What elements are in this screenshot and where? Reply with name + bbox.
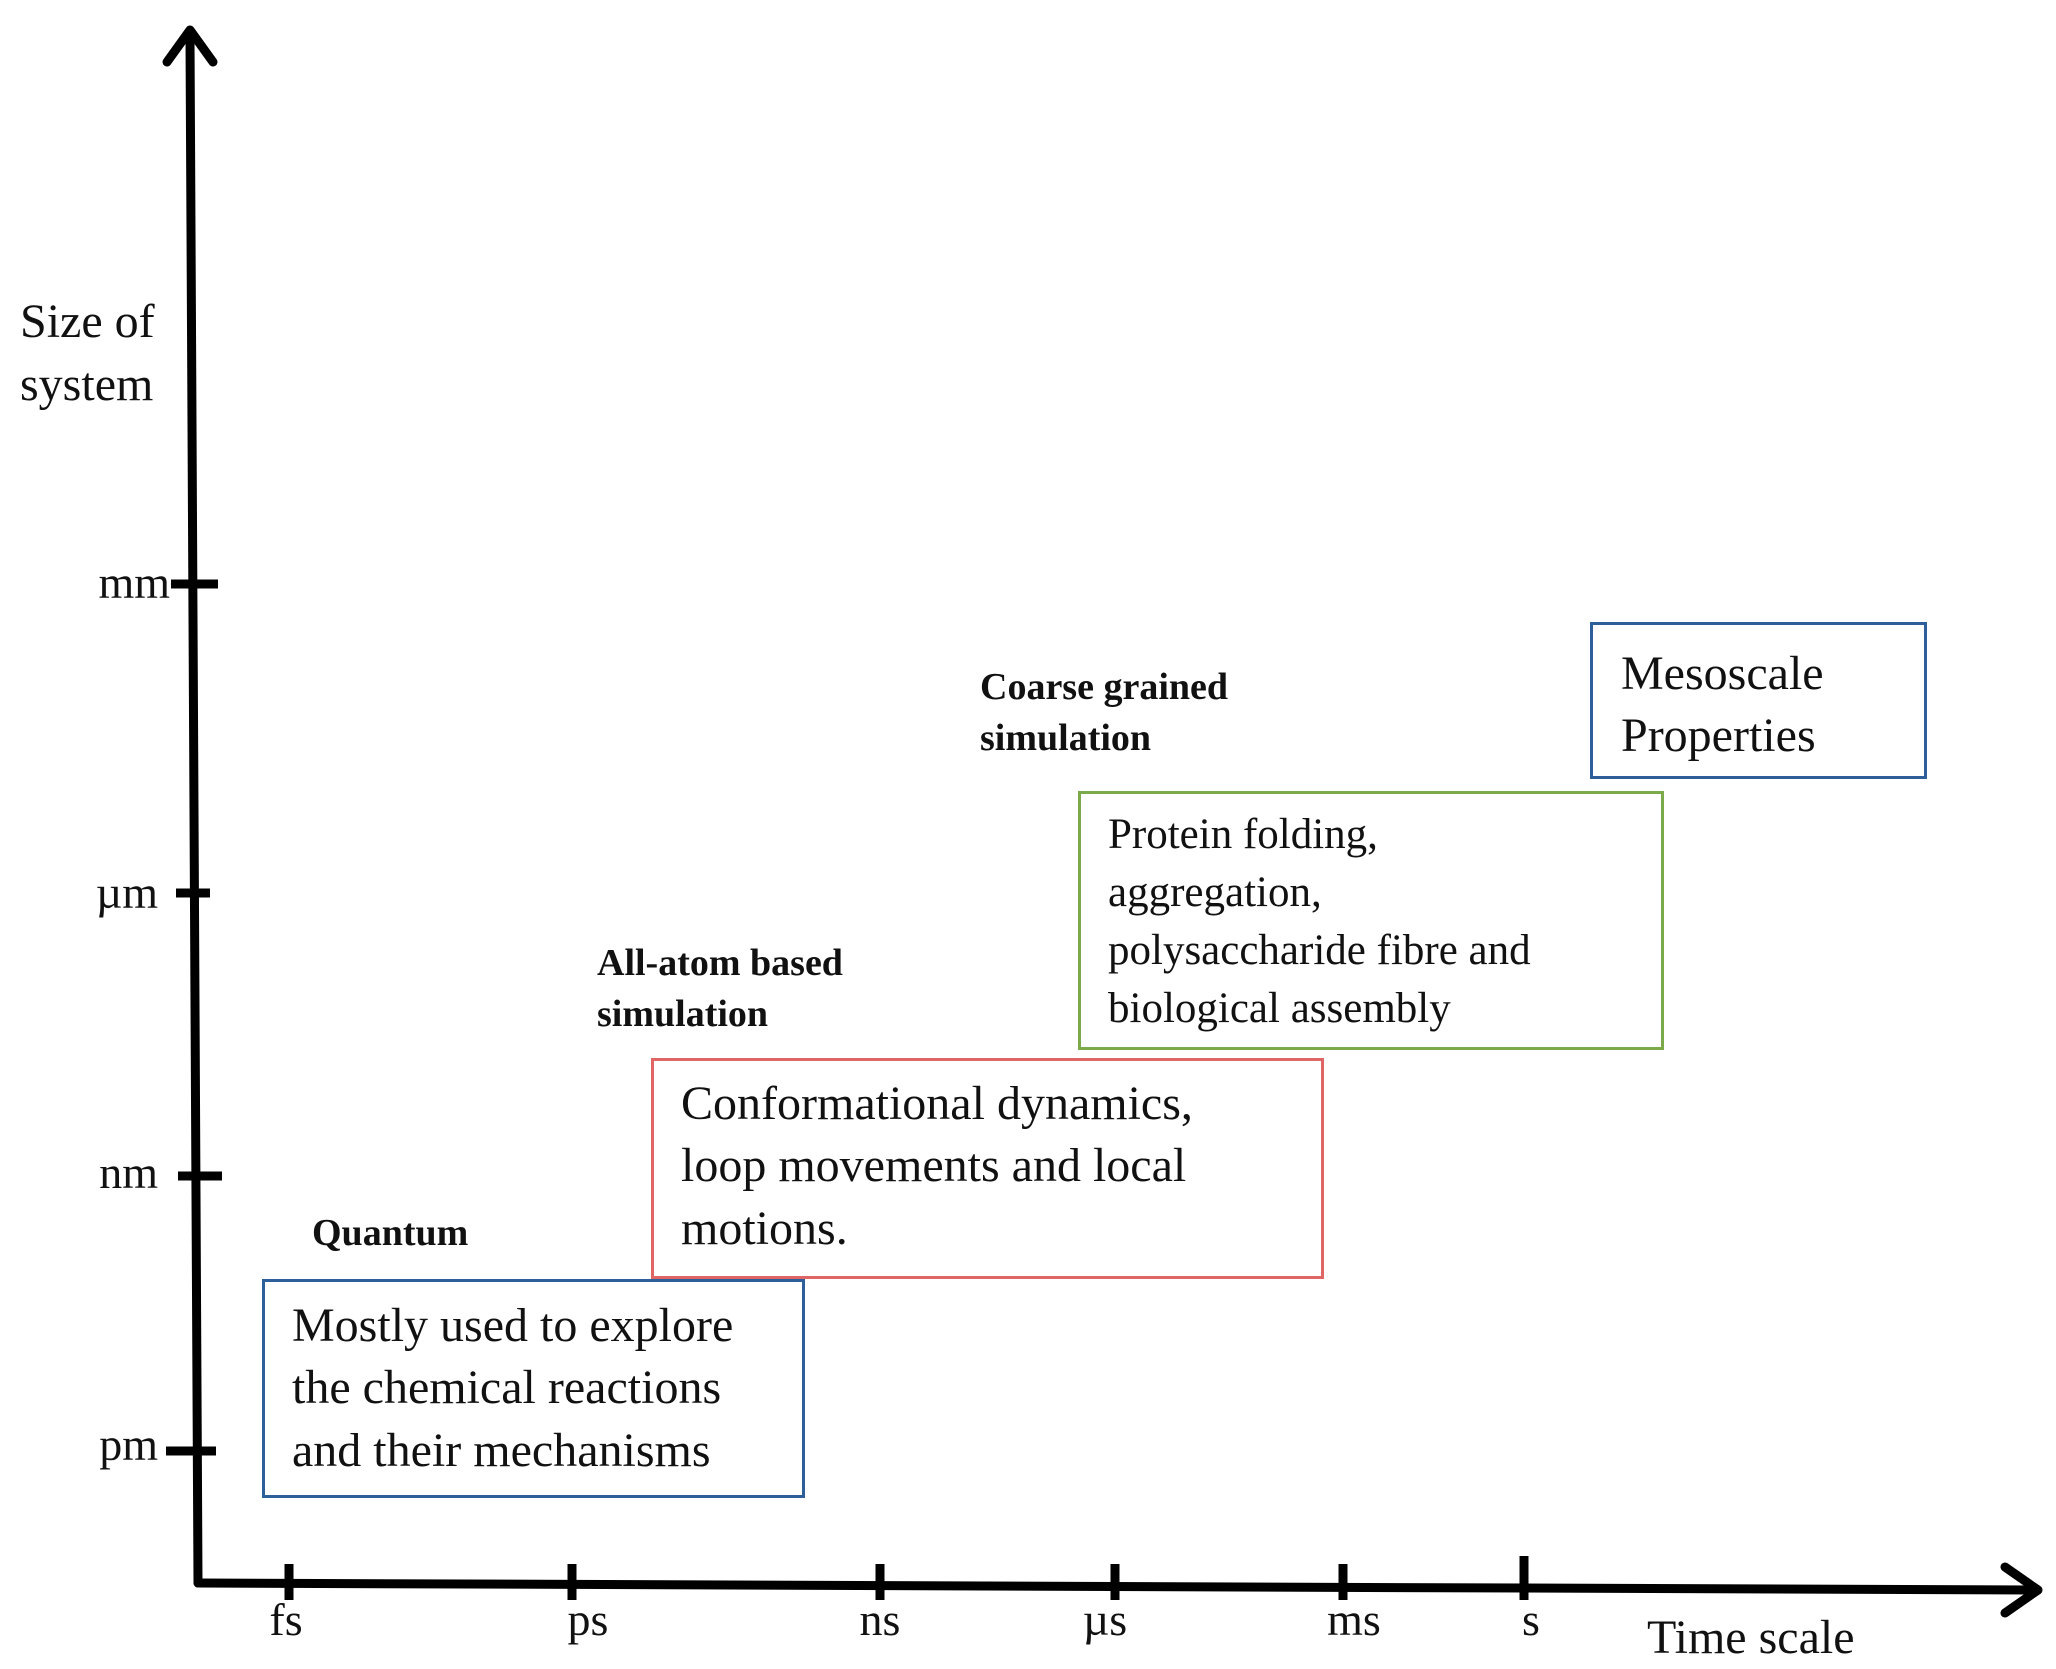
all-atom-description: Conformational dynamics, loop movements … — [681, 1077, 1193, 1255]
x-tick-label-ms: ms — [1327, 1594, 1381, 1645]
x-tick-label-ns: ns — [859, 1594, 901, 1645]
x-tick-label-ps: ps — [567, 1594, 609, 1645]
mesoscale-box — [1590, 622, 1927, 779]
quantum-description: Mostly used to explore the chemical reac… — [292, 1299, 734, 1477]
x-tick-label-us: µs — [1082, 1594, 1128, 1645]
y-axis-ticks — [166, 579, 222, 1456]
x-tick-label-fs: fs — [269, 1594, 303, 1645]
y-tick-label-um: µm — [95, 867, 158, 918]
x-tick-label-s: s — [1522, 1594, 1540, 1645]
x-axis-label: Time scale — [1647, 1611, 1855, 1664]
mesoscale-description: Mesoscale Properties — [1621, 647, 1824, 763]
quantum-box — [262, 1279, 805, 1498]
y-tick-label-nm: nm — [99, 1147, 158, 1198]
coarse-grained-description: Protein folding, aggregation, polysaccha… — [1108, 811, 1531, 1033]
y-axis-label: Size of system — [20, 295, 155, 412]
y-tick-label-pm: pm — [99, 1419, 158, 1470]
y-axis-arrowhead — [162, 25, 218, 67]
all-atom-box — [651, 1058, 1324, 1279]
coarse-grained-title: Coarse grained simulation — [980, 666, 1229, 760]
x-axis-ticks — [284, 1556, 1529, 1600]
x-axis-arrowhead — [2000, 1562, 2043, 1618]
y-axis — [162, 25, 218, 1588]
y-axis-line — [185, 33, 203, 1588]
quantum-title: Quantum — [312, 1212, 469, 1254]
y-tick-label-mm: mm — [98, 557, 170, 608]
all-atom-title: All-atom based simulation — [597, 942, 843, 1036]
coarse-grained-box — [1078, 791, 1664, 1050]
